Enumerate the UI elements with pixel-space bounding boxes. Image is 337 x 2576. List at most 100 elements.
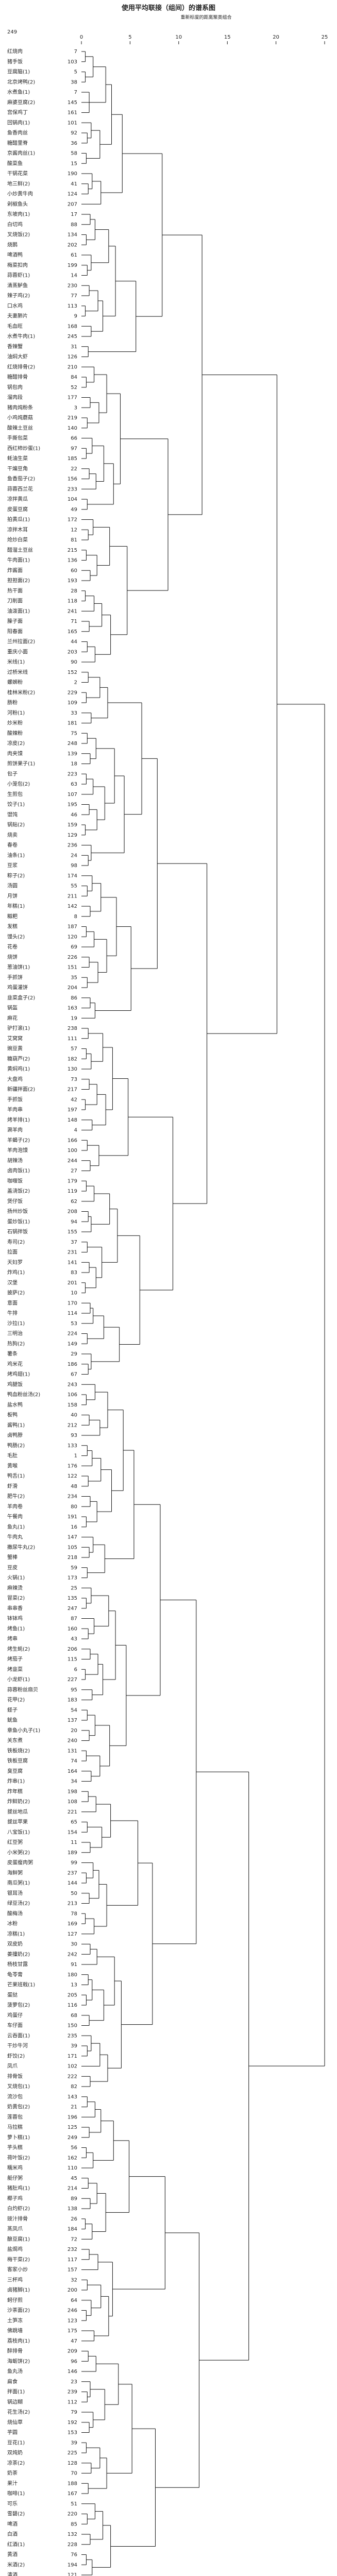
case-number: 41	[71, 181, 77, 187]
case-number: 227	[68, 1677, 77, 1683]
leaf-label: 鸭血粉丝汤(2)	[7, 1391, 40, 1398]
leaf-label: 小龙虾(1)	[7, 1676, 30, 1683]
case-number: 96	[71, 2359, 77, 2364]
leaf-label: 艾窝窝	[7, 1035, 23, 1042]
leaf-label: 冒菜(2)	[7, 1595, 25, 1601]
case-number: 154	[68, 1829, 77, 1835]
leaf-label: 牛肉面(1)	[7, 557, 30, 564]
case-number: 134	[68, 232, 77, 238]
leaf-label: 手撕包菜	[7, 435, 28, 442]
leaf-label: 红豆粥	[7, 1839, 23, 1845]
leaf-label: 凉糕(1)	[7, 1930, 25, 1937]
case-number: 45	[71, 2176, 77, 2181]
leaf-label: 双炖奶	[7, 2449, 23, 2456]
leaf-label: 串串香	[7, 1605, 23, 1612]
leaf-label: 宫保鸡丁	[7, 109, 28, 116]
leaf-label: 麻婆豆腐(2)	[7, 99, 35, 106]
leaf-label: 热干面	[7, 587, 23, 594]
case-number: 67	[71, 1372, 77, 1378]
case-number: 122	[68, 1473, 77, 1479]
case-number: 228	[68, 2542, 77, 2548]
case-number: 117	[68, 2257, 77, 2263]
leaf-label: 烤鸡翅(1)	[7, 1371, 30, 1378]
leaf-label: 手抓饼	[7, 974, 23, 980]
case-number: 202	[68, 242, 77, 248]
leaf-label: 溜肉段	[7, 394, 23, 401]
leaf-label: 清蒸鲈鱼	[7, 282, 28, 289]
leaf-label: 夫妻肺片	[7, 313, 28, 319]
leaf-label: 肉夹馍	[7, 750, 23, 757]
case-number: 28	[71, 588, 77, 594]
case-number: 153	[68, 2430, 77, 2436]
leaf-label: 烤羊排(1)	[7, 1116, 30, 1123]
leaf-label: 鱼丸(1)	[7, 1523, 25, 1530]
case-number: 81	[71, 537, 77, 543]
leaf-label: 担担面(2)	[7, 578, 30, 584]
leaf-label: 火锅(1)	[7, 1575, 25, 1581]
leaf-label: 花甲(2)	[7, 1697, 25, 1703]
leaf-label: 烤韭菜	[7, 1666, 23, 1672]
case-number: 158	[68, 1402, 77, 1408]
case-number: 95	[71, 1687, 77, 1693]
leaf-label: 炸鲜奶(2)	[7, 1798, 30, 1805]
case-number: 174	[68, 873, 77, 879]
leaf-label: 奶茶	[7, 2470, 18, 2477]
case-number: 232	[68, 2247, 77, 2252]
case-number: 214	[68, 2186, 77, 2192]
leaf-label: 拔丝苹果	[7, 1819, 28, 1825]
leaf-label: 干炒牛河	[7, 2042, 28, 2049]
leaf-label: 三明治	[7, 1330, 23, 1337]
leaf-label: 红烧排骨(2)	[7, 363, 35, 370]
leaf-label: 桂林米粉(2)	[7, 689, 35, 696]
case-number: 141	[68, 1260, 77, 1265]
case-number: 2	[74, 680, 77, 686]
case-number: 108	[68, 1799, 77, 1805]
leaf-label: 羊肉泡馍	[7, 1147, 28, 1154]
leaf-label: 八宝饭(1)	[7, 1828, 30, 1835]
leaf-label: 啤酒	[7, 2521, 18, 2527]
leaf-label: 干锅花菜	[7, 170, 28, 177]
leaf-label: 醉排骨	[7, 2348, 23, 2354]
leaf-label: 汉堡	[7, 1279, 18, 1286]
leaf-label: 西红柿炒蛋(1)	[7, 445, 40, 451]
case-number: 196	[68, 2114, 77, 2120]
case-number: 137	[68, 1718, 77, 1723]
leaf-label: 凉皮(2)	[7, 740, 25, 747]
case-number: 44	[71, 639, 77, 645]
case-number: 43	[71, 1636, 77, 1642]
leaf-label: 毛肚	[7, 1453, 18, 1459]
case-number: 74	[71, 1758, 77, 1764]
leaf-label: 椰子鸡	[7, 2195, 23, 2201]
leaf-label: 肠粉	[7, 699, 18, 706]
leaf-label: 云吞面(1)	[7, 2032, 30, 2039]
leaf-label: 烧鹅	[7, 241, 18, 248]
case-number: 249	[68, 2135, 77, 2141]
case-number: 10	[71, 1291, 77, 1296]
leaf-label: 香辣蟹	[7, 343, 23, 350]
case-number: 61	[71, 252, 77, 258]
leaf-label: 马拉糕	[7, 2124, 23, 2130]
case-number: 48	[71, 1484, 77, 1489]
leaf-label: 凤爪	[7, 2063, 18, 2070]
leaf-label: 糍粑	[7, 913, 18, 920]
leaf-label: 臊子面	[7, 618, 23, 624]
case-number: 14	[71, 273, 77, 279]
case-number: 58	[71, 151, 77, 157]
case-number: 173	[68, 1575, 77, 1581]
leaf-label: 酸梅汤	[7, 1910, 23, 1917]
case-number: 217	[68, 1087, 77, 1093]
leaf-label: 蒸凤爪	[7, 2226, 23, 2232]
case-number: 37	[71, 1240, 77, 1245]
case-number: 85	[71, 2521, 77, 2527]
leaf-label: 菠萝包(2)	[7, 2002, 30, 2008]
leaf-label: 东坡肉(1)	[7, 211, 30, 217]
leaf-label: 钵钵鸡	[7, 1615, 23, 1622]
case-number: 146	[68, 2369, 77, 2375]
leaf-label: 盐水鸭	[7, 1401, 23, 1408]
case-number: 97	[71, 446, 77, 451]
leaf-label: 萝卜糕(1)	[7, 2134, 30, 2141]
leaf-label: 肥牛(2)	[7, 1493, 25, 1500]
case-number: 93	[71, 1433, 77, 1438]
case-number: 13	[71, 1982, 77, 1988]
